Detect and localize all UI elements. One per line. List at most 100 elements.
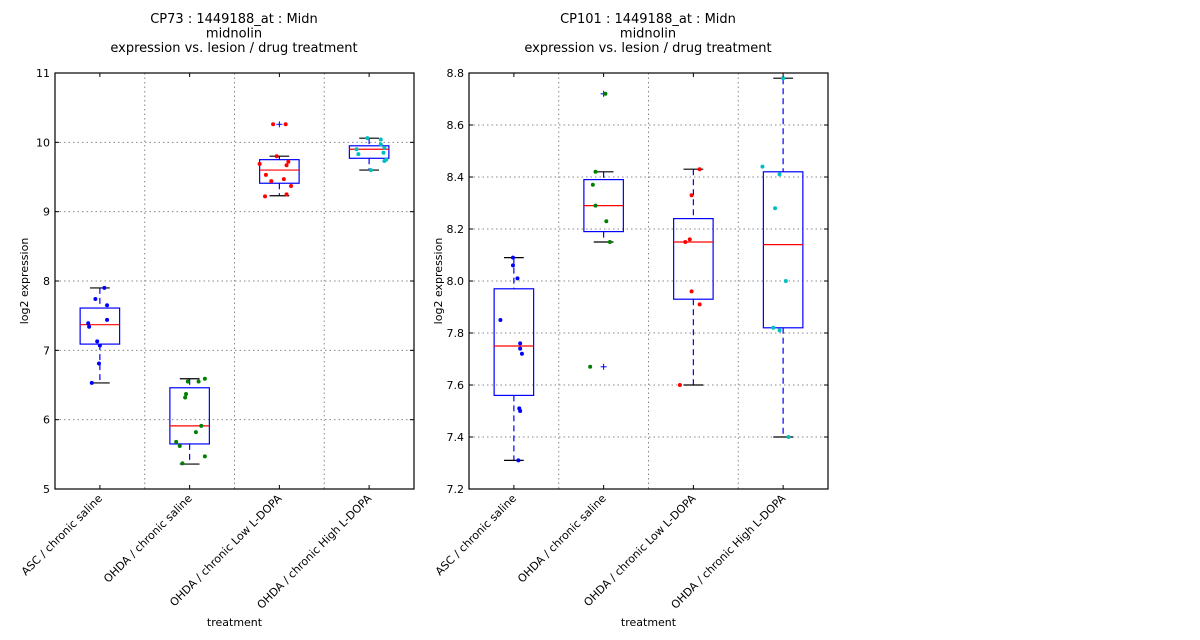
data-point bbox=[365, 136, 370, 141]
box-2 bbox=[169, 378, 210, 465]
x-tick-label: ASC / chronic saline bbox=[433, 492, 519, 578]
chart-title-line: CP73 : 1449188_at : Midn bbox=[150, 12, 318, 27]
data-point bbox=[356, 152, 361, 157]
data-point bbox=[283, 122, 288, 127]
y-tick-label: 8 bbox=[43, 275, 50, 288]
y-tick-label: 9 bbox=[43, 206, 50, 219]
data-point bbox=[257, 161, 262, 166]
y-tick-label: 7.4 bbox=[447, 431, 465, 444]
data-point bbox=[354, 147, 359, 152]
data-point bbox=[518, 341, 523, 346]
data-point bbox=[510, 255, 515, 260]
data-point bbox=[697, 302, 702, 307]
data-point bbox=[193, 430, 198, 435]
y-axis-label: log2 expression bbox=[432, 238, 445, 325]
y-tick-label: 5 bbox=[43, 483, 50, 496]
data-point bbox=[289, 184, 294, 189]
data-point bbox=[174, 439, 179, 444]
data-point bbox=[382, 159, 387, 164]
y-tick-label: 6 bbox=[43, 414, 50, 427]
data-point bbox=[284, 192, 289, 197]
data-point bbox=[516, 458, 521, 463]
chart-title-line: expression vs. lesion / drug treatment bbox=[110, 41, 357, 56]
box-iqr bbox=[169, 387, 210, 445]
x-axis-label: treatment bbox=[621, 616, 677, 629]
data-point bbox=[518, 409, 523, 413]
y-tick-label: 10 bbox=[36, 136, 50, 149]
data-point bbox=[286, 159, 291, 164]
data-point bbox=[95, 339, 100, 344]
data-point bbox=[93, 297, 98, 302]
data-point bbox=[196, 379, 201, 384]
data-point bbox=[87, 324, 92, 329]
data-point bbox=[760, 164, 765, 169]
data-point bbox=[274, 154, 279, 159]
axes-frame bbox=[468, 72, 829, 490]
box-iqr bbox=[79, 307, 121, 345]
box-1 bbox=[79, 287, 121, 384]
data-point bbox=[97, 343, 102, 348]
data-point bbox=[105, 303, 110, 308]
data-point bbox=[202, 454, 207, 459]
data-point bbox=[102, 285, 107, 290]
y-tick-label: 11 bbox=[36, 67, 50, 80]
data-point bbox=[271, 122, 276, 127]
data-point bbox=[777, 328, 782, 333]
box-3 bbox=[673, 168, 714, 386]
box-3 bbox=[259, 121, 300, 197]
data-point bbox=[177, 444, 182, 449]
box-4 bbox=[762, 77, 804, 438]
data-point bbox=[378, 142, 383, 147]
chart-title-line: midnolin bbox=[206, 27, 262, 42]
data-point bbox=[588, 364, 593, 369]
data-point bbox=[183, 395, 188, 400]
data-point bbox=[593, 203, 598, 208]
y-axis-label: log2 expression bbox=[18, 238, 31, 325]
data-point bbox=[284, 163, 289, 168]
box-iqr bbox=[259, 159, 300, 184]
data-point bbox=[180, 461, 185, 466]
y-tick-label: 8.6 bbox=[447, 119, 465, 132]
y-tick-label: 8.2 bbox=[447, 223, 465, 236]
data-point bbox=[515, 276, 520, 281]
y-tick-label: 8.4 bbox=[447, 171, 465, 184]
data-point bbox=[269, 179, 274, 184]
data-point bbox=[777, 172, 782, 177]
data-point bbox=[185, 379, 190, 384]
data-point bbox=[281, 177, 286, 182]
data-point bbox=[263, 172, 268, 177]
data-point bbox=[199, 423, 204, 428]
y-tick-label: 7.2 bbox=[447, 483, 465, 496]
box-2 bbox=[583, 90, 624, 370]
data-point bbox=[382, 145, 387, 150]
data-point bbox=[593, 169, 598, 174]
data-point bbox=[697, 167, 702, 172]
data-point bbox=[607, 240, 612, 244]
y-tick-label: 8.0 bbox=[447, 275, 465, 288]
data-point bbox=[603, 91, 608, 96]
data-point bbox=[184, 392, 189, 397]
x-tick-label: OHDA / chronic saline bbox=[515, 492, 609, 586]
chart-title-line: expression vs. lesion / drug treatment bbox=[524, 41, 771, 56]
chart-title-line: CP101 : 1449188_at : Midn bbox=[560, 12, 736, 27]
chart-panel-1: CP73 : 1449188_at : Midnmidnolinexpressi… bbox=[18, 12, 415, 629]
data-point bbox=[518, 346, 523, 351]
axes-frame bbox=[54, 72, 415, 490]
data-point bbox=[604, 219, 609, 224]
data-point bbox=[786, 435, 791, 439]
y-tick-label: 7 bbox=[43, 344, 50, 357]
data-point bbox=[677, 383, 682, 387]
data-point bbox=[96, 361, 101, 366]
x-tick-label: OHDA / chronic saline bbox=[101, 492, 195, 586]
chart-panel-2: CP101 : 1449188_at : Midnmidnolinexpress… bbox=[432, 12, 829, 629]
box-iqr bbox=[493, 288, 535, 396]
box-iqr bbox=[348, 145, 390, 159]
data-point bbox=[263, 194, 268, 199]
data-point bbox=[86, 321, 91, 326]
data-point bbox=[590, 182, 595, 187]
data-point bbox=[368, 168, 373, 173]
data-point bbox=[498, 318, 503, 322]
x-axis-label: treatment bbox=[207, 616, 263, 629]
data-point bbox=[202, 376, 207, 381]
